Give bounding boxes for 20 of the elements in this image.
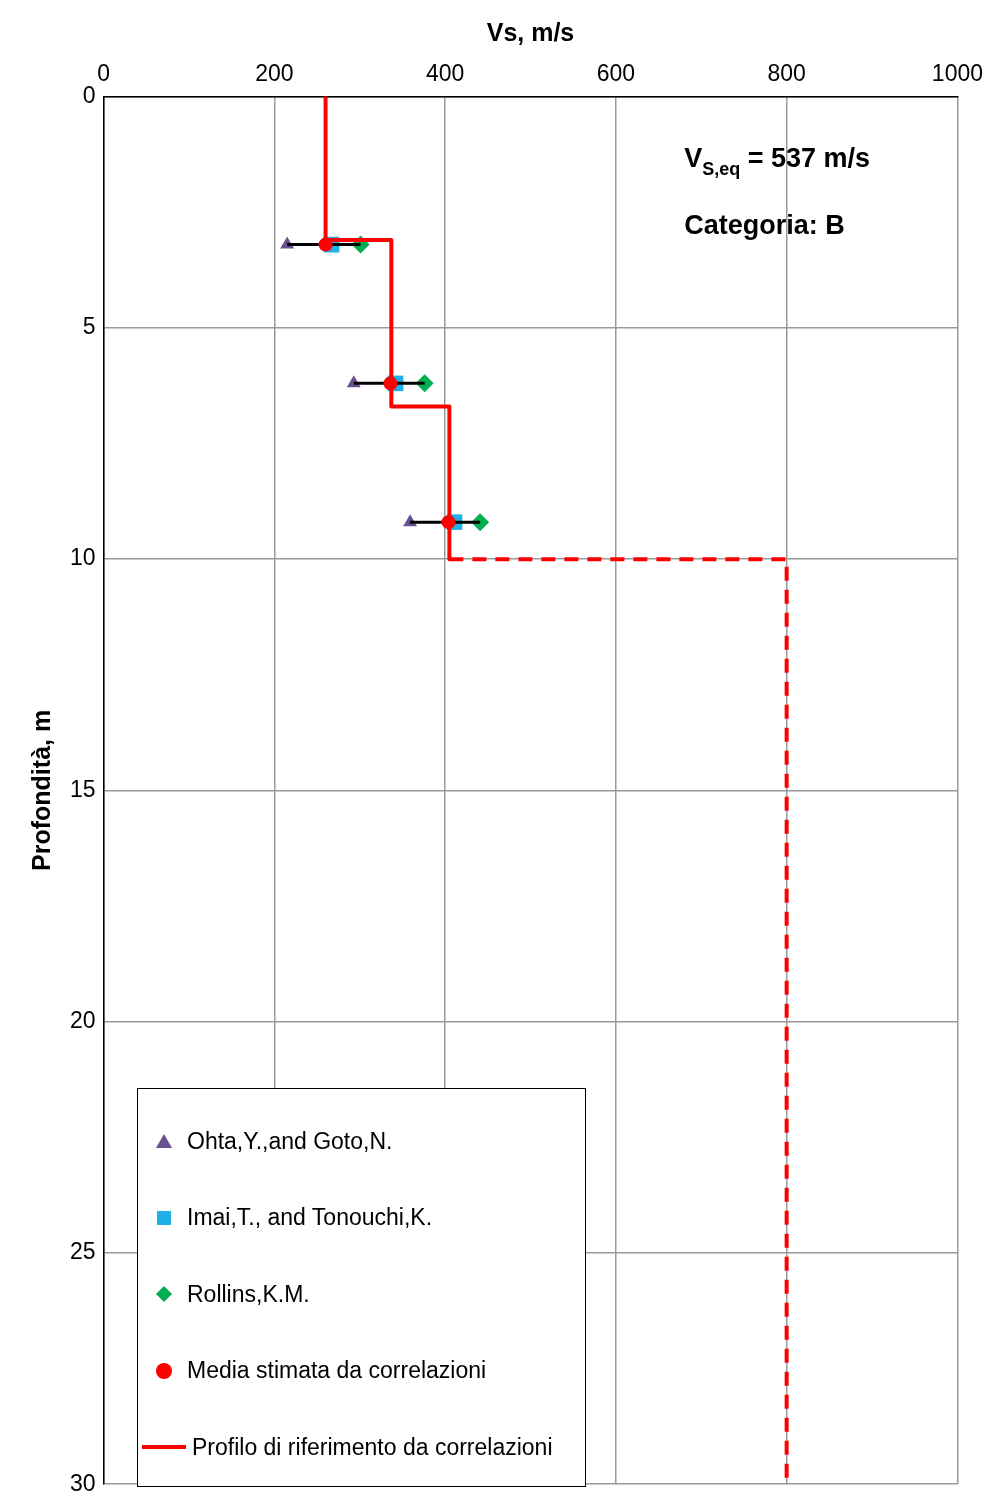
legend-label: Imai,T., and Tonouchi,K.	[187, 1204, 433, 1232]
legend-label: Profilo di riferimento da correlazioni	[192, 1433, 553, 1461]
y-tick-label: 15	[69, 775, 96, 802]
y-tick-label: 30	[69, 1469, 96, 1496]
x-tick-label: 800	[767, 60, 806, 87]
y-axis-title: Profondità, m	[26, 709, 55, 871]
annotation: Categoria: B	[684, 209, 845, 240]
x-tick-label: 200	[255, 60, 294, 87]
y-tick-label: 5	[82, 313, 96, 340]
x-tick-label: 600	[596, 60, 636, 87]
legend-label: Media stimata da correlazioni	[187, 1357, 487, 1385]
x-axis-title: Vs, m/s	[486, 17, 575, 46]
y-tick-label: 20	[69, 1007, 96, 1034]
y-tick-label: 0	[82, 81, 96, 108]
x-tick-label: 1000	[931, 60, 983, 87]
legend-label: Ohta,Y.,and Goto,N.	[187, 1127, 393, 1155]
y-tick-label: 10	[69, 544, 96, 571]
x-tick-label: 400	[425, 60, 465, 87]
y-tick-label: 25	[69, 1238, 96, 1265]
legend-label: Rollins,K.M.	[187, 1280, 310, 1308]
